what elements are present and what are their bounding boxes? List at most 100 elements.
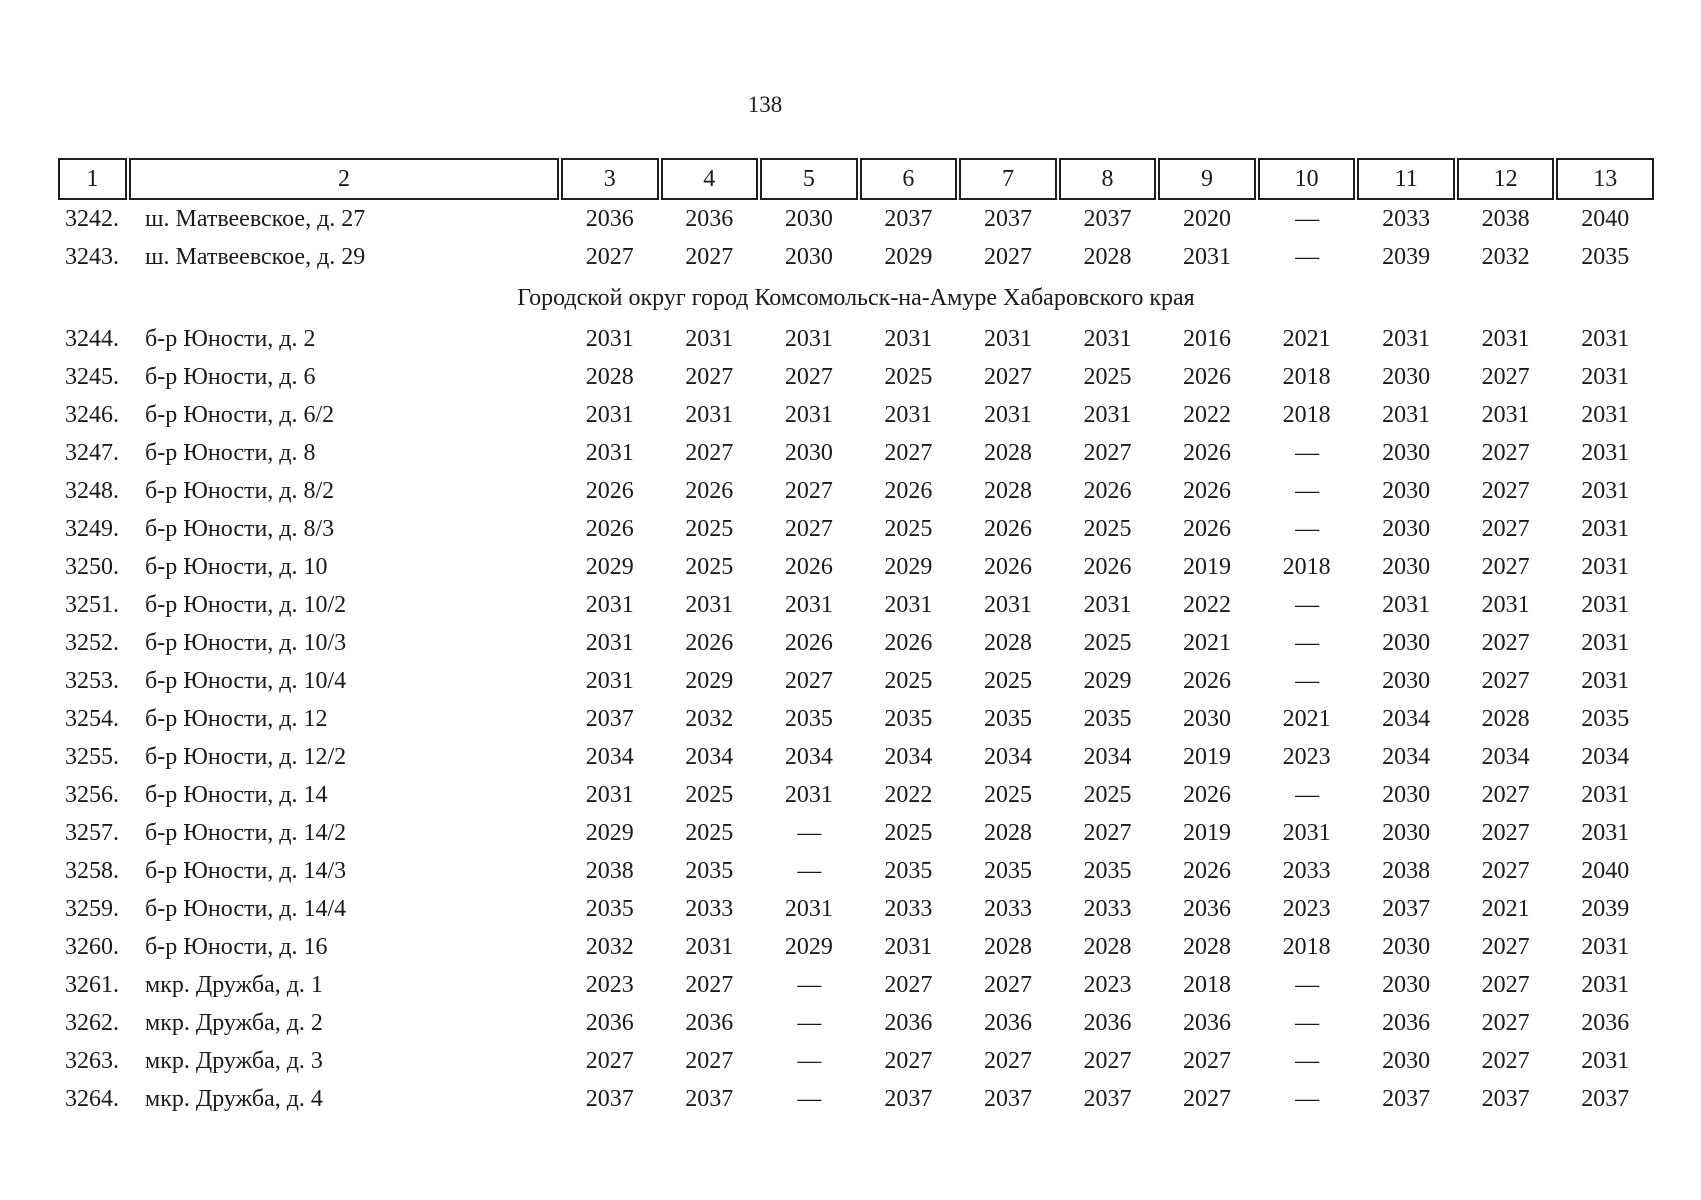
year-cell: 2031 — [1481, 325, 1530, 352]
year-cell: 2026 — [884, 477, 933, 504]
row-number-cell: 3249. — [65, 515, 119, 542]
year-cell: 2037 — [884, 205, 933, 232]
year-cell: 2037 — [884, 1085, 933, 1112]
table-row: 3253. б-р Юности, д. 10/4 2031 2029 2027 2025… — [57, 662, 1655, 700]
year-cell: 2028 — [983, 629, 1032, 656]
year-cell: 2035 — [784, 705, 833, 732]
year-cell: 2031 — [585, 439, 634, 466]
year-cell: 2034 — [983, 743, 1032, 770]
address-cell: б-р Юности, д. 10 — [145, 553, 328, 580]
year-cell: 2026 — [1183, 363, 1232, 390]
year-cell: 2028 — [1481, 705, 1530, 732]
year-cell: 2027 — [1481, 477, 1530, 504]
year-cell: 2032 — [685, 705, 734, 732]
year-cell: 2027 — [1481, 819, 1530, 846]
year-cell: 2027 — [884, 1047, 933, 1074]
header-cell: 13 — [1556, 158, 1654, 200]
year-cell: 2027 — [685, 363, 734, 390]
year-cell: 2025 — [1083, 629, 1132, 656]
year-cell: 2026 — [1183, 439, 1232, 466]
year-cell: 2027 — [685, 971, 734, 998]
year-cell: — — [797, 857, 821, 884]
row-number-cell: 3257. — [65, 819, 119, 846]
year-cell: 2016 — [1183, 325, 1232, 352]
year-cell: 2020 — [1183, 205, 1232, 232]
year-cell: — — [797, 1085, 821, 1112]
year-cell: 2018 — [1183, 971, 1232, 998]
year-cell: 2018 — [1282, 363, 1331, 390]
section-header: Городской округ город Комсомольск-на-Аму… — [517, 284, 1195, 311]
table-row: 3244. б-р Юности, д. 2 2031 2031 2031 2031 203… — [57, 320, 1655, 358]
table-row: 3263. мкр. Дружба, д. 3 2027 2027 — 2027 2027 2… — [57, 1042, 1655, 1080]
year-cell: 2027 — [884, 439, 933, 466]
year-cell: 2037 — [585, 1085, 634, 1112]
year-cell: 2027 — [1481, 857, 1530, 884]
year-cell: 2030 — [1382, 553, 1431, 580]
header-cell: 10 — [1257, 158, 1356, 200]
year-cell: 2036 — [1581, 1009, 1630, 1036]
year-cell: 2040 — [1581, 857, 1630, 884]
year-cell: 2030 — [1382, 1047, 1431, 1074]
address-cell: б-р Юности, д. 16 — [145, 933, 328, 960]
address-cell: б-р Юности, д. 12 — [145, 705, 328, 732]
year-cell: 2037 — [1481, 1085, 1530, 1112]
year-cell: 2031 — [1282, 819, 1331, 846]
address-cell: мкр. Дружба, д. 3 — [145, 1047, 323, 1074]
year-cell: 2035 — [685, 857, 734, 884]
year-cell: 2031 — [784, 325, 833, 352]
year-cell: 2026 — [784, 553, 833, 580]
year-cell: 2027 — [585, 1047, 634, 1074]
header-cell: 7 — [959, 158, 1057, 200]
year-cell: 2025 — [983, 781, 1032, 808]
table-row: 3246. б-р Юности, д. 6/2 2031 2031 2031 2031 2… — [57, 396, 1655, 434]
year-cell: 2029 — [1083, 667, 1132, 694]
year-cell: 2037 — [983, 1085, 1032, 1112]
year-cell: 2031 — [585, 401, 634, 428]
year-cell: 2027 — [585, 243, 634, 270]
year-cell: 2034 — [1382, 743, 1431, 770]
year-cell: 2031 — [1382, 591, 1431, 618]
year-cell: 2027 — [784, 363, 833, 390]
year-cell: 2031 — [784, 401, 833, 428]
year-cell: 2039 — [1382, 243, 1431, 270]
address-cell: мкр. Дружба, д. 1 — [145, 971, 323, 998]
year-cell: 2025 — [884, 819, 933, 846]
year-cell: 2026 — [1183, 857, 1232, 884]
year-cell: 2034 — [1481, 743, 1530, 770]
year-cell: 2035 — [1083, 857, 1132, 884]
header-cell: 2 — [129, 158, 559, 200]
year-cell: 2031 — [784, 895, 833, 922]
year-cell: — — [1295, 515, 1319, 542]
year-cell: 2028 — [983, 439, 1032, 466]
year-cell: 2031 — [884, 325, 933, 352]
row-number-cell: 3253. — [65, 667, 119, 694]
year-cell: 2034 — [685, 743, 734, 770]
year-cell: 2027 — [983, 971, 1032, 998]
year-cell: 2035 — [1083, 705, 1132, 732]
year-cell: 2036 — [1382, 1009, 1431, 1036]
year-cell: 2031 — [1183, 243, 1232, 270]
year-cell: 2027 — [685, 243, 734, 270]
year-cell: 2027 — [1481, 971, 1530, 998]
address-cell: мкр. Дружба, д. 2 — [145, 1009, 323, 1036]
year-cell: 2029 — [685, 667, 734, 694]
year-cell: 2028 — [983, 477, 1032, 504]
year-cell: 2038 — [1382, 857, 1431, 884]
year-cell: 2028 — [585, 363, 634, 390]
row-number-cell: 3252. — [65, 629, 119, 656]
year-cell: 2031 — [1581, 819, 1630, 846]
table-row: 3247. б-р Юности, д. 8 2031 2027 2030 2027 202… — [57, 434, 1655, 472]
year-cell: 2027 — [1481, 553, 1530, 580]
year-cell: 2036 — [585, 205, 634, 232]
year-cell: 2019 — [1183, 553, 1232, 580]
year-cell: 2034 — [1083, 743, 1132, 770]
row-number-cell: 3245. — [65, 363, 119, 390]
year-cell: 2027 — [1481, 363, 1530, 390]
header-cell: 1 — [58, 158, 127, 200]
year-cell: 2026 — [983, 553, 1032, 580]
year-cell: 2026 — [585, 515, 634, 542]
year-cell: 2034 — [784, 743, 833, 770]
year-cell: 2027 — [1481, 933, 1530, 960]
year-cell: 2035 — [983, 857, 1032, 884]
year-cell: 2031 — [1581, 1047, 1630, 1074]
